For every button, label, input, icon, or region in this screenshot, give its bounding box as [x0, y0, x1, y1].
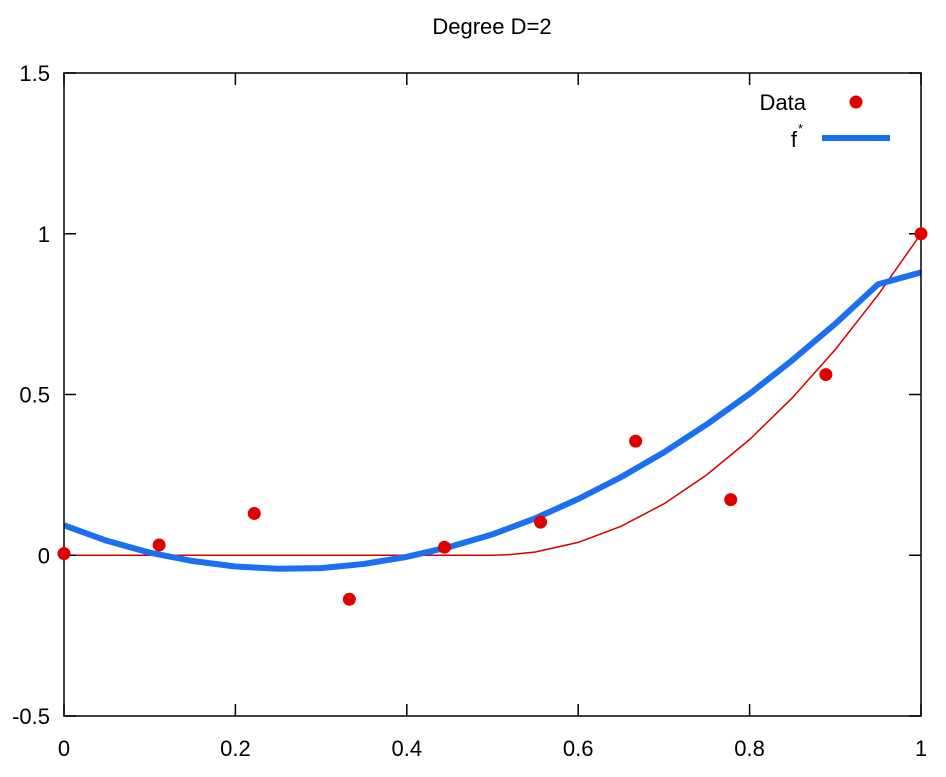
- data-point: [438, 540, 452, 554]
- y-tick-label: 0: [38, 543, 50, 568]
- plot-frame: [63, 72, 922, 717]
- legend-label-fit: f: [791, 127, 798, 152]
- y-tick-label: -0.5: [12, 704, 50, 729]
- legend-marker-data: [849, 95, 863, 109]
- data-point: [629, 434, 643, 448]
- series-line-true-curve: [64, 233, 921, 556]
- chart-title: Degree D=2: [432, 14, 551, 39]
- data-point: [342, 592, 356, 606]
- x-tick-label: 0.8: [734, 736, 765, 761]
- y-tick-label: 1.5: [19, 61, 50, 86]
- data-point: [819, 368, 833, 382]
- data-point: [152, 538, 166, 552]
- x-tick-label: 0.6: [563, 736, 594, 761]
- x-tick-label: 1: [915, 736, 927, 761]
- x-tick-label: 0.4: [392, 736, 423, 761]
- y-tick-label: 1: [38, 222, 50, 247]
- data-point: [247, 506, 261, 520]
- data-point: [533, 515, 547, 529]
- y-tick-label: 0.5: [19, 383, 50, 408]
- legend-label-fit-superscript: *: [798, 121, 803, 136]
- x-tick-label: 0: [58, 736, 70, 761]
- data-point: [57, 547, 71, 561]
- series-line-fit: [64, 269, 921, 572]
- data-point: [724, 493, 738, 507]
- x-tick-label: 0.2: [220, 736, 251, 761]
- legend-label-data: Data: [760, 90, 807, 115]
- legend: Data f *: [760, 90, 890, 152]
- data-point: [914, 227, 928, 241]
